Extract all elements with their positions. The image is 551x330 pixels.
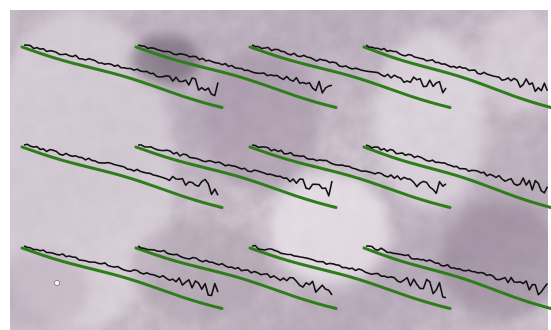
- curve-overlays: [20, 44, 551, 310]
- black-noisy-curve: [365, 144, 549, 194]
- green-smooth-curve: [134, 45, 338, 109]
- black-noisy-curve: [365, 44, 549, 93]
- green-smooth-curve: [362, 45, 551, 109]
- black-noisy-curve: [137, 44, 333, 94]
- green-smooth-curve: [248, 246, 452, 310]
- green-smooth-curve: [20, 246, 224, 310]
- green-smooth-curve: [20, 45, 224, 109]
- black-noisy-curve: [23, 44, 219, 97]
- black-noisy-curve: [23, 143, 219, 196]
- black-noisy-curve: [137, 144, 333, 197]
- green-smooth-curve: [20, 145, 224, 209]
- black-noisy-curve: [365, 245, 549, 296]
- green-smooth-curve: [362, 246, 551, 310]
- green-smooth-curve: [248, 145, 452, 209]
- black-noisy-curve: [137, 245, 333, 296]
- green-smooth-curve: [248, 45, 452, 109]
- green-smooth-curve: [134, 246, 338, 310]
- green-smooth-curve: [134, 145, 338, 209]
- black-noisy-curve: [251, 244, 447, 299]
- marker-dot: [54, 280, 60, 286]
- black-noisy-curve: [251, 144, 447, 195]
- black-noisy-curve: [251, 44, 447, 94]
- green-smooth-curve: [362, 145, 551, 209]
- black-noisy-curve: [23, 245, 219, 297]
